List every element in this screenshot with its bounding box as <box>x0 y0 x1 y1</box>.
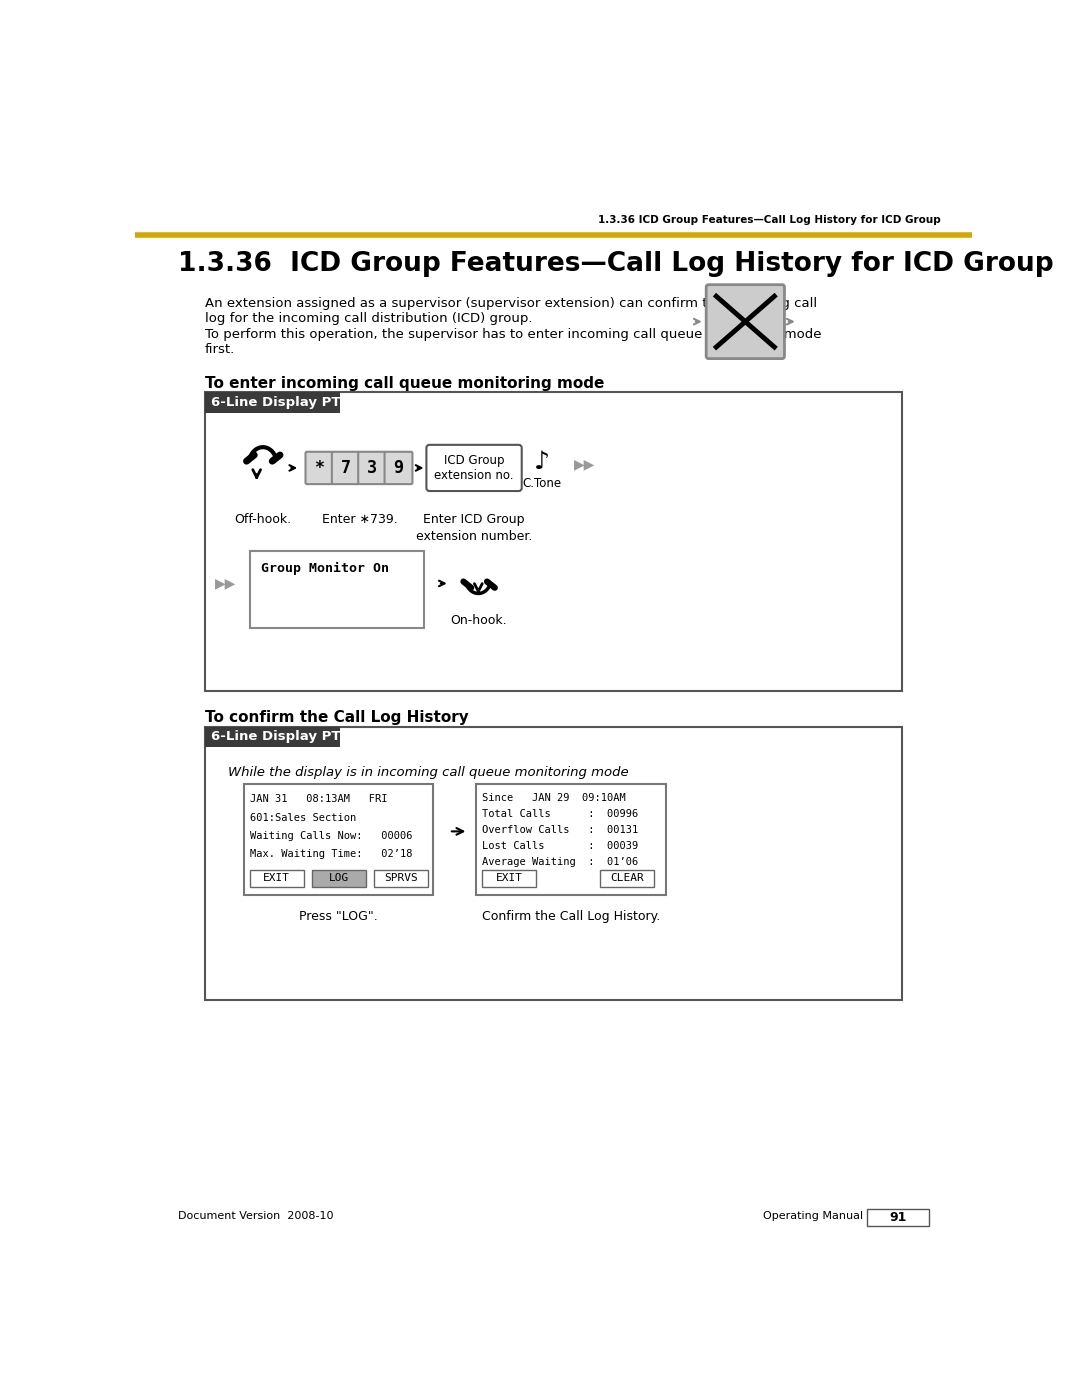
Text: Overflow Calls   :  00131: Overflow Calls : 00131 <box>482 824 638 835</box>
Bar <box>374 870 428 887</box>
Text: Average Waiting  :  01’06: Average Waiting : 01’06 <box>482 858 638 868</box>
Text: *: * <box>314 460 324 476</box>
Text: LOG: LOG <box>328 873 349 883</box>
Text: EXIT: EXIT <box>496 873 523 883</box>
Bar <box>312 870 366 887</box>
FancyBboxPatch shape <box>306 451 334 485</box>
Text: first.: first. <box>205 344 235 356</box>
Text: Lost Calls       :  00039: Lost Calls : 00039 <box>482 841 638 851</box>
Text: Total Calls      :  00996: Total Calls : 00996 <box>482 809 638 819</box>
Text: Group Monitor On: Group Monitor On <box>260 562 389 574</box>
Bar <box>243 784 433 895</box>
Text: ICD Group
extension no.: ICD Group extension no. <box>434 454 514 482</box>
Bar <box>205 393 340 412</box>
FancyBboxPatch shape <box>384 451 413 485</box>
Text: 7: 7 <box>341 460 351 476</box>
Text: 6-Line Display PT: 6-Line Display PT <box>211 731 340 743</box>
Text: Enter ∗739.: Enter ∗739. <box>322 513 397 525</box>
Text: To enter incoming call queue monitoring mode: To enter incoming call queue monitoring … <box>205 376 604 391</box>
FancyBboxPatch shape <box>332 451 360 485</box>
Bar <box>600 870 654 887</box>
Text: Operating Manual: Operating Manual <box>764 1211 864 1221</box>
FancyBboxPatch shape <box>427 444 522 490</box>
Text: Waiting Calls Now:   00006: Waiting Calls Now: 00006 <box>249 831 413 841</box>
Text: 601:Sales Section: 601:Sales Section <box>249 813 356 823</box>
Text: On-hook.: On-hook. <box>450 615 507 627</box>
Text: Max. Waiting Time:   02’18: Max. Waiting Time: 02’18 <box>249 849 413 859</box>
Text: C.Tone: C.Tone <box>523 476 562 490</box>
FancyBboxPatch shape <box>706 285 784 359</box>
Text: Since   JAN 29  09:10AM: Since JAN 29 09:10AM <box>482 792 626 802</box>
Text: Enter ICD Group
extension number.: Enter ICD Group extension number. <box>416 513 532 542</box>
Text: ▶▶: ▶▶ <box>573 457 595 471</box>
Bar <box>249 870 303 887</box>
Text: 91: 91 <box>890 1211 907 1224</box>
Text: Confirm the Call Log History.: Confirm the Call Log History. <box>482 911 660 923</box>
Text: SPRVS: SPRVS <box>384 873 418 883</box>
Bar <box>482 870 537 887</box>
Text: 3: 3 <box>367 460 377 476</box>
Bar <box>205 726 340 746</box>
Bar <box>205 726 902 1000</box>
Text: 1.3.36  ICD Group Features—Call Log History for ICD Group: 1.3.36 ICD Group Features—Call Log Histo… <box>177 251 1053 277</box>
Text: 6-Line Display PT: 6-Line Display PT <box>211 395 340 409</box>
Text: 9: 9 <box>393 460 404 476</box>
Text: CLEAR: CLEAR <box>610 873 644 883</box>
Text: While the display is in incoming call queue monitoring mode: While the display is in incoming call qu… <box>228 767 629 780</box>
Text: Document Version  2008-10: Document Version 2008-10 <box>177 1211 333 1221</box>
Text: JAN 31   08:13AM   FRI: JAN 31 08:13AM FRI <box>249 793 388 805</box>
Bar <box>249 550 424 629</box>
Text: 1.3.36 ICD Group Features—Call Log History for ICD Group: 1.3.36 ICD Group Features—Call Log Histo… <box>598 215 941 225</box>
Text: ♪: ♪ <box>534 450 550 474</box>
Text: To perform this operation, the supervisor has to enter incoming call queue monit: To perform this operation, the superviso… <box>205 328 821 341</box>
Bar <box>476 784 666 895</box>
Text: To confirm the Call Log History: To confirm the Call Log History <box>205 710 469 725</box>
Text: Press "LOG".: Press "LOG". <box>299 911 378 923</box>
Text: log for the incoming call distribution (ICD) group.: log for the incoming call distribution (… <box>205 313 532 326</box>
Text: An extension assigned as a supervisor (supervisor extension) can confirm the inc: An extension assigned as a supervisor (s… <box>205 298 816 310</box>
Text: ▶▶: ▶▶ <box>215 577 237 591</box>
Text: Off-hook.: Off-hook. <box>234 513 292 525</box>
FancyBboxPatch shape <box>359 451 387 485</box>
Bar <box>867 1210 930 1227</box>
Bar <box>205 393 902 692</box>
Text: EXIT: EXIT <box>264 873 291 883</box>
